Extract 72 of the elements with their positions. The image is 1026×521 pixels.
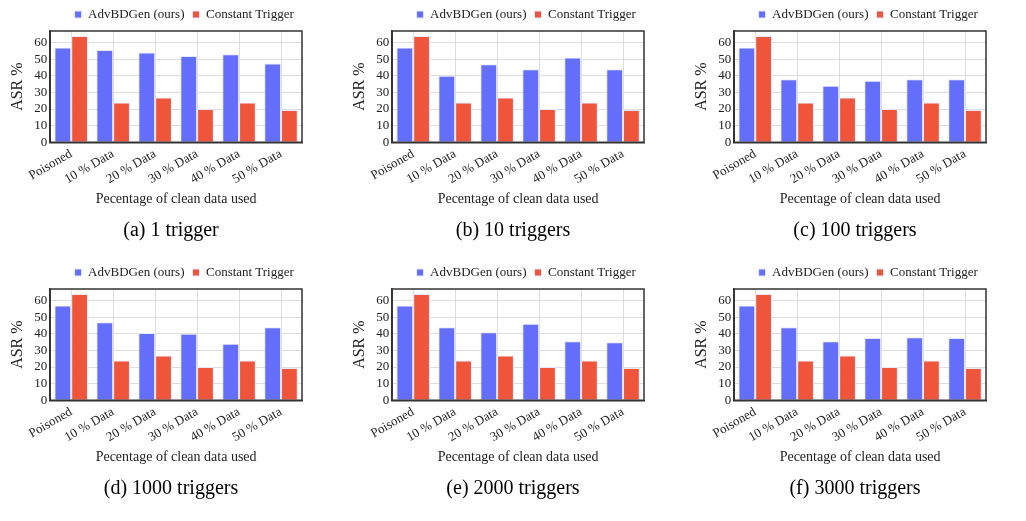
y-tick-label: 10 bbox=[718, 117, 732, 133]
y-tick-label: 60 bbox=[718, 292, 732, 308]
x-axis-title: Pecentage of clean data used bbox=[437, 449, 599, 465]
y-tick-label: 30 bbox=[718, 341, 732, 357]
text: (d) 1000 triggers bbox=[102, 476, 240, 499]
text: (a) 1 trigger bbox=[122, 218, 220, 241]
y-tick-label: 40 bbox=[34, 325, 48, 341]
legend-label: AdvBDGen (ours) bbox=[772, 263, 869, 279]
y-tick-label: 50 bbox=[376, 308, 390, 324]
y-tick-label: 0 bbox=[382, 133, 390, 149]
legend-label: Constant Trigger bbox=[206, 263, 295, 279]
legend-label: AdvBDGen (ours) bbox=[430, 5, 527, 21]
text: (e) 2000 triggers bbox=[445, 476, 581, 499]
y-tick-label: 60 bbox=[718, 34, 732, 50]
y-axis-title: ASR % bbox=[7, 62, 25, 111]
y-tick-label: 50 bbox=[718, 50, 732, 66]
y-tick-label: 40 bbox=[718, 325, 732, 341]
y-tick-label: 60 bbox=[34, 292, 48, 308]
x-axis-title: Pecentage of clean data used bbox=[95, 191, 257, 207]
text: (b) 10 triggers bbox=[454, 218, 572, 241]
y-tick-label: 0 bbox=[724, 391, 732, 407]
y-tick-label: 60 bbox=[34, 34, 48, 50]
y-tick-label: 20 bbox=[376, 358, 390, 374]
y-axis-title: ASR % bbox=[349, 62, 367, 111]
legend-label: Constant Trigger bbox=[548, 263, 637, 279]
legend-label: Constant Trigger bbox=[890, 5, 979, 21]
y-tick-label: 60 bbox=[376, 292, 390, 308]
text: (c) 100 triggers bbox=[792, 218, 918, 241]
y-tick-label: 50 bbox=[718, 308, 732, 324]
x-axis-title: Pecentage of clean data used bbox=[779, 191, 941, 207]
y-tick-label: 0 bbox=[382, 391, 390, 407]
y-axis-title: ASR % bbox=[691, 62, 709, 111]
x-axis-title: Pecentage of clean data used bbox=[437, 191, 599, 207]
y-tick-label: 50 bbox=[34, 308, 48, 324]
y-axis-title: ASR % bbox=[691, 320, 709, 369]
y-tick-label: 0 bbox=[724, 133, 732, 149]
y-tick-label: 10 bbox=[718, 375, 732, 391]
y-tick-label: 50 bbox=[34, 50, 48, 66]
y-tick-label: 10 bbox=[376, 117, 390, 133]
y-tick-label: 20 bbox=[34, 358, 48, 374]
y-tick-label: 20 bbox=[376, 100, 390, 116]
y-tick-label: 60 bbox=[376, 34, 390, 50]
y-tick-label: 20 bbox=[34, 100, 48, 116]
legend-label: AdvBDGen (ours) bbox=[772, 5, 869, 21]
legend-label: Constant Trigger bbox=[890, 263, 979, 279]
text: (f) 3000 triggers bbox=[788, 476, 922, 499]
y-tick-label: 30 bbox=[34, 83, 48, 99]
y-tick-label: 10 bbox=[376, 375, 390, 391]
y-tick-label: 10 bbox=[34, 117, 48, 133]
y-tick-label: 0 bbox=[40, 391, 48, 407]
y-tick-label: 10 bbox=[34, 375, 48, 391]
y-tick-label: 40 bbox=[718, 67, 732, 83]
y-tick-label: 30 bbox=[376, 83, 390, 99]
y-tick-label: 0 bbox=[40, 133, 48, 149]
legend-label: AdvBDGen (ours) bbox=[88, 5, 185, 21]
y-tick-label: 30 bbox=[718, 83, 732, 99]
y-tick-label: 30 bbox=[376, 341, 390, 357]
legend-label: AdvBDGen (ours) bbox=[430, 263, 527, 279]
y-tick-label: 40 bbox=[376, 67, 390, 83]
x-axis-title: Pecentage of clean data used bbox=[95, 449, 257, 465]
y-tick-label: 40 bbox=[34, 67, 48, 83]
y-tick-label: 40 bbox=[376, 325, 390, 341]
y-tick-label: 50 bbox=[376, 50, 390, 66]
legend-label: Constant Trigger bbox=[206, 5, 295, 21]
y-tick-label: 20 bbox=[718, 358, 732, 374]
y-tick-label: 30 bbox=[34, 341, 48, 357]
x-axis-title: Pecentage of clean data used bbox=[779, 449, 941, 465]
y-axis-title: ASR % bbox=[349, 320, 367, 369]
y-axis-title: ASR % bbox=[7, 320, 25, 369]
y-tick-label: 20 bbox=[718, 100, 732, 116]
legend-label: AdvBDGen (ours) bbox=[88, 263, 185, 279]
legend-label: Constant Trigger bbox=[548, 5, 637, 21]
